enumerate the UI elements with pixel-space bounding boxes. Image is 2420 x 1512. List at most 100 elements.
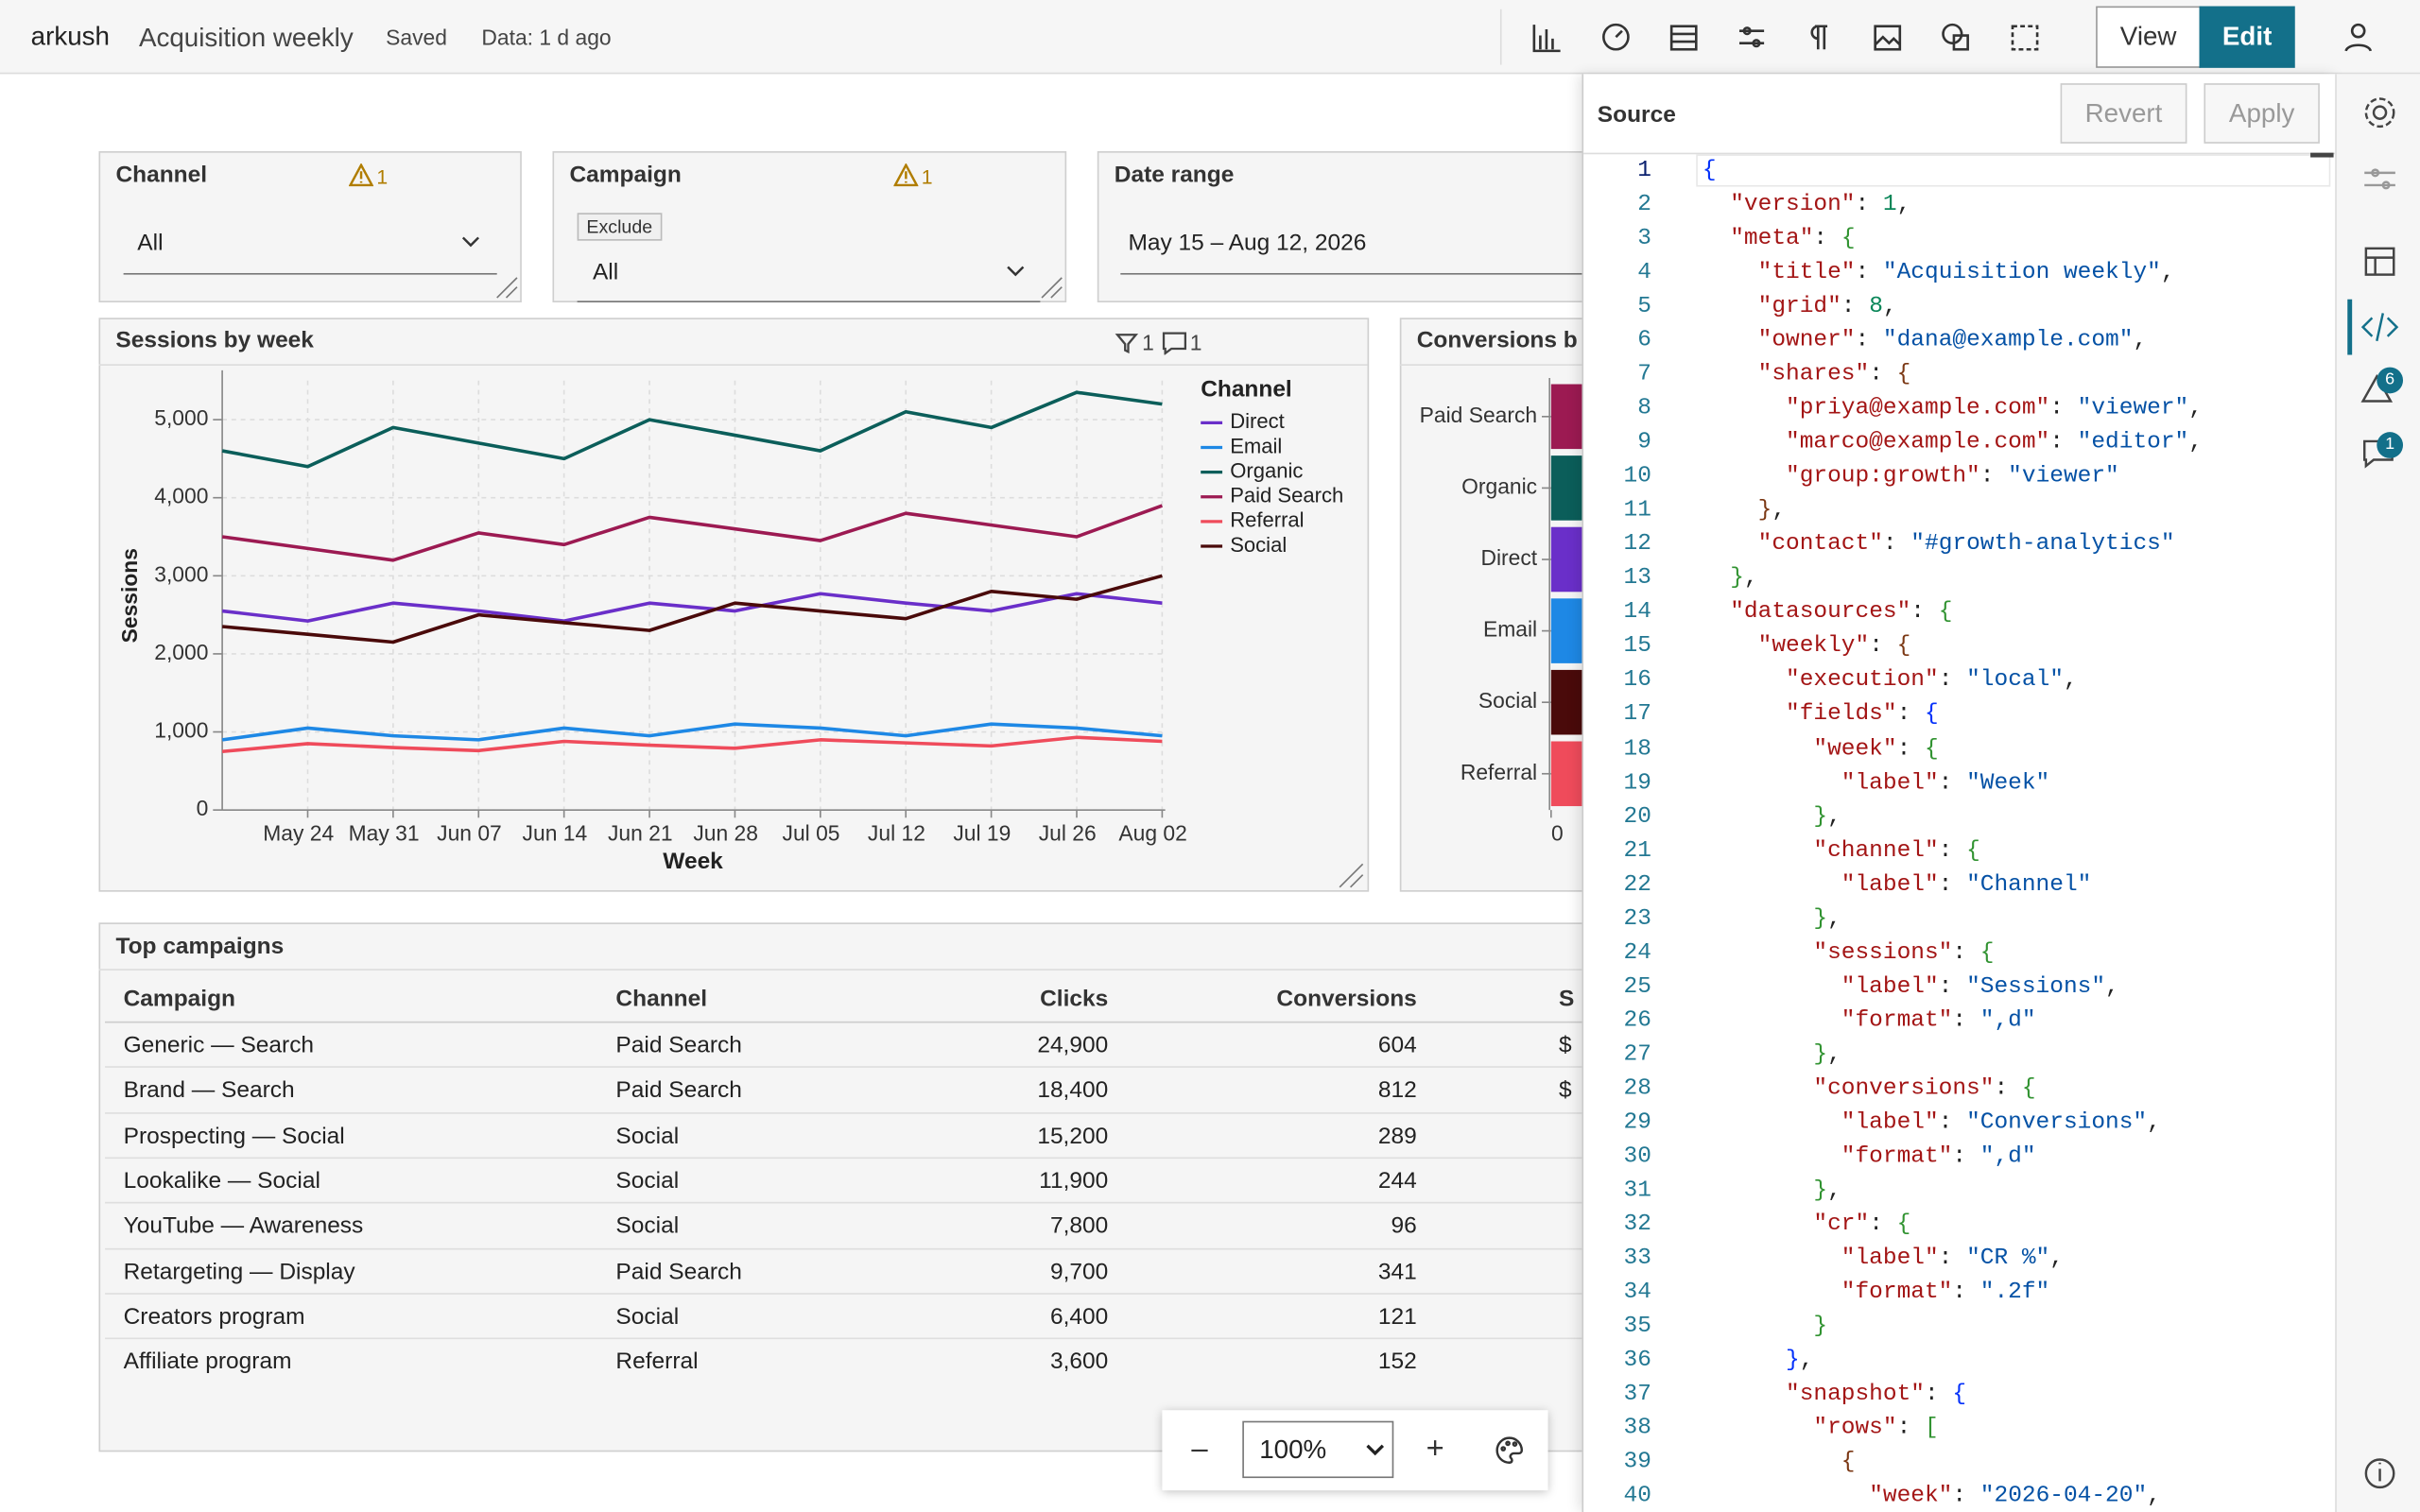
code-token <box>1703 769 1841 796</box>
y-tick-label: 4,000 <box>154 484 208 508</box>
column-header[interactable]: Conversions <box>1276 986 1417 1013</box>
chevron[interactable] <box>1006 264 1025 279</box>
code-token: "title" <box>1757 259 1856 286</box>
column-header[interactable]: S <box>1558 986 1575 1013</box>
icon-select[interactable] <box>2011 25 2039 51</box>
chevron[interactable] <box>461 234 480 249</box>
code-token <box>1703 1279 1841 1305</box>
code-token: , <box>2049 1245 2064 1272</box>
table-cell: 244 <box>1377 1167 1417 1194</box>
legend-label: Email <box>1230 434 1282 457</box>
dashboard-title[interactable]: Acquisition weekly <box>138 23 354 53</box>
table-cell: $ <box>1558 1077 1572 1104</box>
icon-text[interactable] <box>1810 25 1828 50</box>
code-token: "viewer" <box>2077 395 2189 422</box>
info-icon[interactable] <box>2364 1458 2395 1489</box>
icon-table[interactable] <box>1669 25 1698 51</box>
zoom-select[interactable] <box>1242 1420 1394 1479</box>
code-editor[interactable]: 1{2 "version": 1, 3 "meta": {4 "title": "… <box>0 0 2335 1512</box>
settings-icon[interactable] <box>2364 97 2395 129</box>
revert-button[interactable]: Revert <box>2060 83 2187 144</box>
filter-value[interactable]: May 15 – Aug 12, 2026 <box>1128 230 1367 257</box>
line-number: 3 <box>1637 225 1651 252</box>
column-header[interactable]: Channel <box>615 986 708 1013</box>
column-header[interactable]: Campaign <box>123 986 236 1013</box>
code-token <box>1703 1143 1841 1170</box>
filter-icon[interactable] <box>1115 330 1139 354</box>
code-line: }, <box>1703 803 1841 830</box>
code-token <box>1703 803 1814 830</box>
line-number: 11 <box>1623 497 1651 524</box>
exclude-tag[interactable]: Exclude <box>577 213 662 241</box>
code-token: "format" <box>1841 1143 1953 1170</box>
resize-handle[interactable] <box>1337 861 1364 888</box>
resize-handle[interactable] <box>1039 275 1063 300</box>
line-number: 21 <box>1623 836 1651 864</box>
edit-button[interactable]: Edit <box>2199 6 2295 68</box>
palette-icon[interactable] <box>1494 1435 1525 1466</box>
comment-icon[interactable] <box>1161 330 1188 355</box>
code-token <box>1703 293 1758 319</box>
code-line: "cr": { <box>1703 1211 1910 1238</box>
icon-gauge[interactable] <box>1602 23 1630 51</box>
code-token: { <box>1952 1381 1967 1408</box>
icon-shapes[interactable] <box>1942 23 1969 51</box>
code-token: "2026-04-20" <box>1979 1483 2148 1509</box>
code-token: 8 <box>1869 293 1883 320</box>
filter-value[interactable]: All <box>592 259 619 286</box>
scrollbar[interactable] <box>2310 152 2334 158</box>
filter-value[interactable]: All <box>137 230 164 257</box>
brand[interactable]: arkush <box>30 21 110 51</box>
zoom-out[interactable]: – <box>1191 1433 1208 1467</box>
line-number: 15 <box>1623 633 1651 660</box>
code-line: "snapshot": { <box>1703 1381 1966 1407</box>
zoom-in[interactable]: + <box>1426 1432 1444 1467</box>
apply-button[interactable]: Apply <box>2204 83 2320 144</box>
code-line: "sessions": { <box>1703 939 1994 966</box>
chevron[interactable] <box>1366 1443 1385 1458</box>
line-number: 13 <box>1623 565 1651 592</box>
code-token: , <box>2160 259 2175 286</box>
x-tick-label: Aug 02 <box>1118 820 1186 845</box>
warning-icon[interactable] <box>348 163 374 187</box>
code-token: "Channel" <box>1966 870 2092 898</box>
code-token: : <box>1952 1279 1980 1306</box>
code-line: "week": { <box>1703 735 1938 762</box>
tune-icon[interactable] <box>2364 168 2395 190</box>
code-line: "meta": { <box>1703 225 1855 251</box>
code-line: "shares": { <box>1703 361 1911 387</box>
code-icon[interactable] <box>2360 313 2399 342</box>
code-line: }, <box>1703 1041 1841 1068</box>
layout-icon[interactable] <box>2364 247 2395 276</box>
code-token: : <box>1938 768 1967 796</box>
line-number: 40 <box>1623 1483 1651 1509</box>
code-token: "conversions" <box>1813 1074 1995 1102</box>
code-line: "week": "2026-04-20", <box>1703 1483 2161 1509</box>
series-line <box>221 390 1163 469</box>
table-row: Affiliate program Referral 3,600 152 <box>105 1340 1803 1375</box>
user-icon[interactable] <box>2340 19 2377 56</box>
code-token: "version" <box>1730 191 1856 218</box>
table-cell: YouTube — Awareness <box>123 1212 364 1240</box>
resize-handle[interactable] <box>493 275 518 300</box>
table-title: Top campaigns <box>115 933 285 960</box>
zoom-level[interactable]: 100% <box>1259 1435 1327 1465</box>
code-token: } <box>1813 904 1828 932</box>
x-tick-label: Jul 12 <box>868 820 925 845</box>
table-header: Campaign Channel Clicks Conversions S <box>105 976 1803 1023</box>
column-header[interactable]: Clicks <box>1040 986 1109 1013</box>
code-token <box>1703 939 1814 966</box>
table-cell: 15,200 <box>1037 1123 1109 1149</box>
chart-title: Sessions by week <box>115 327 314 352</box>
x-tick-label: May 24 <box>263 820 334 845</box>
icon-filter[interactable] <box>1739 26 1765 48</box>
icon-image[interactable] <box>1874 25 1902 51</box>
line-number: 2 <box>1637 191 1651 218</box>
table-cell: Social <box>615 1303 680 1331</box>
warning-icon[interactable] <box>893 163 919 187</box>
y-tick-label: 3,000 <box>154 561 208 586</box>
icon-chart[interactable] <box>1532 25 1561 53</box>
code-token <box>1703 1007 1841 1034</box>
view-button[interactable]: View <box>2096 6 2202 68</box>
